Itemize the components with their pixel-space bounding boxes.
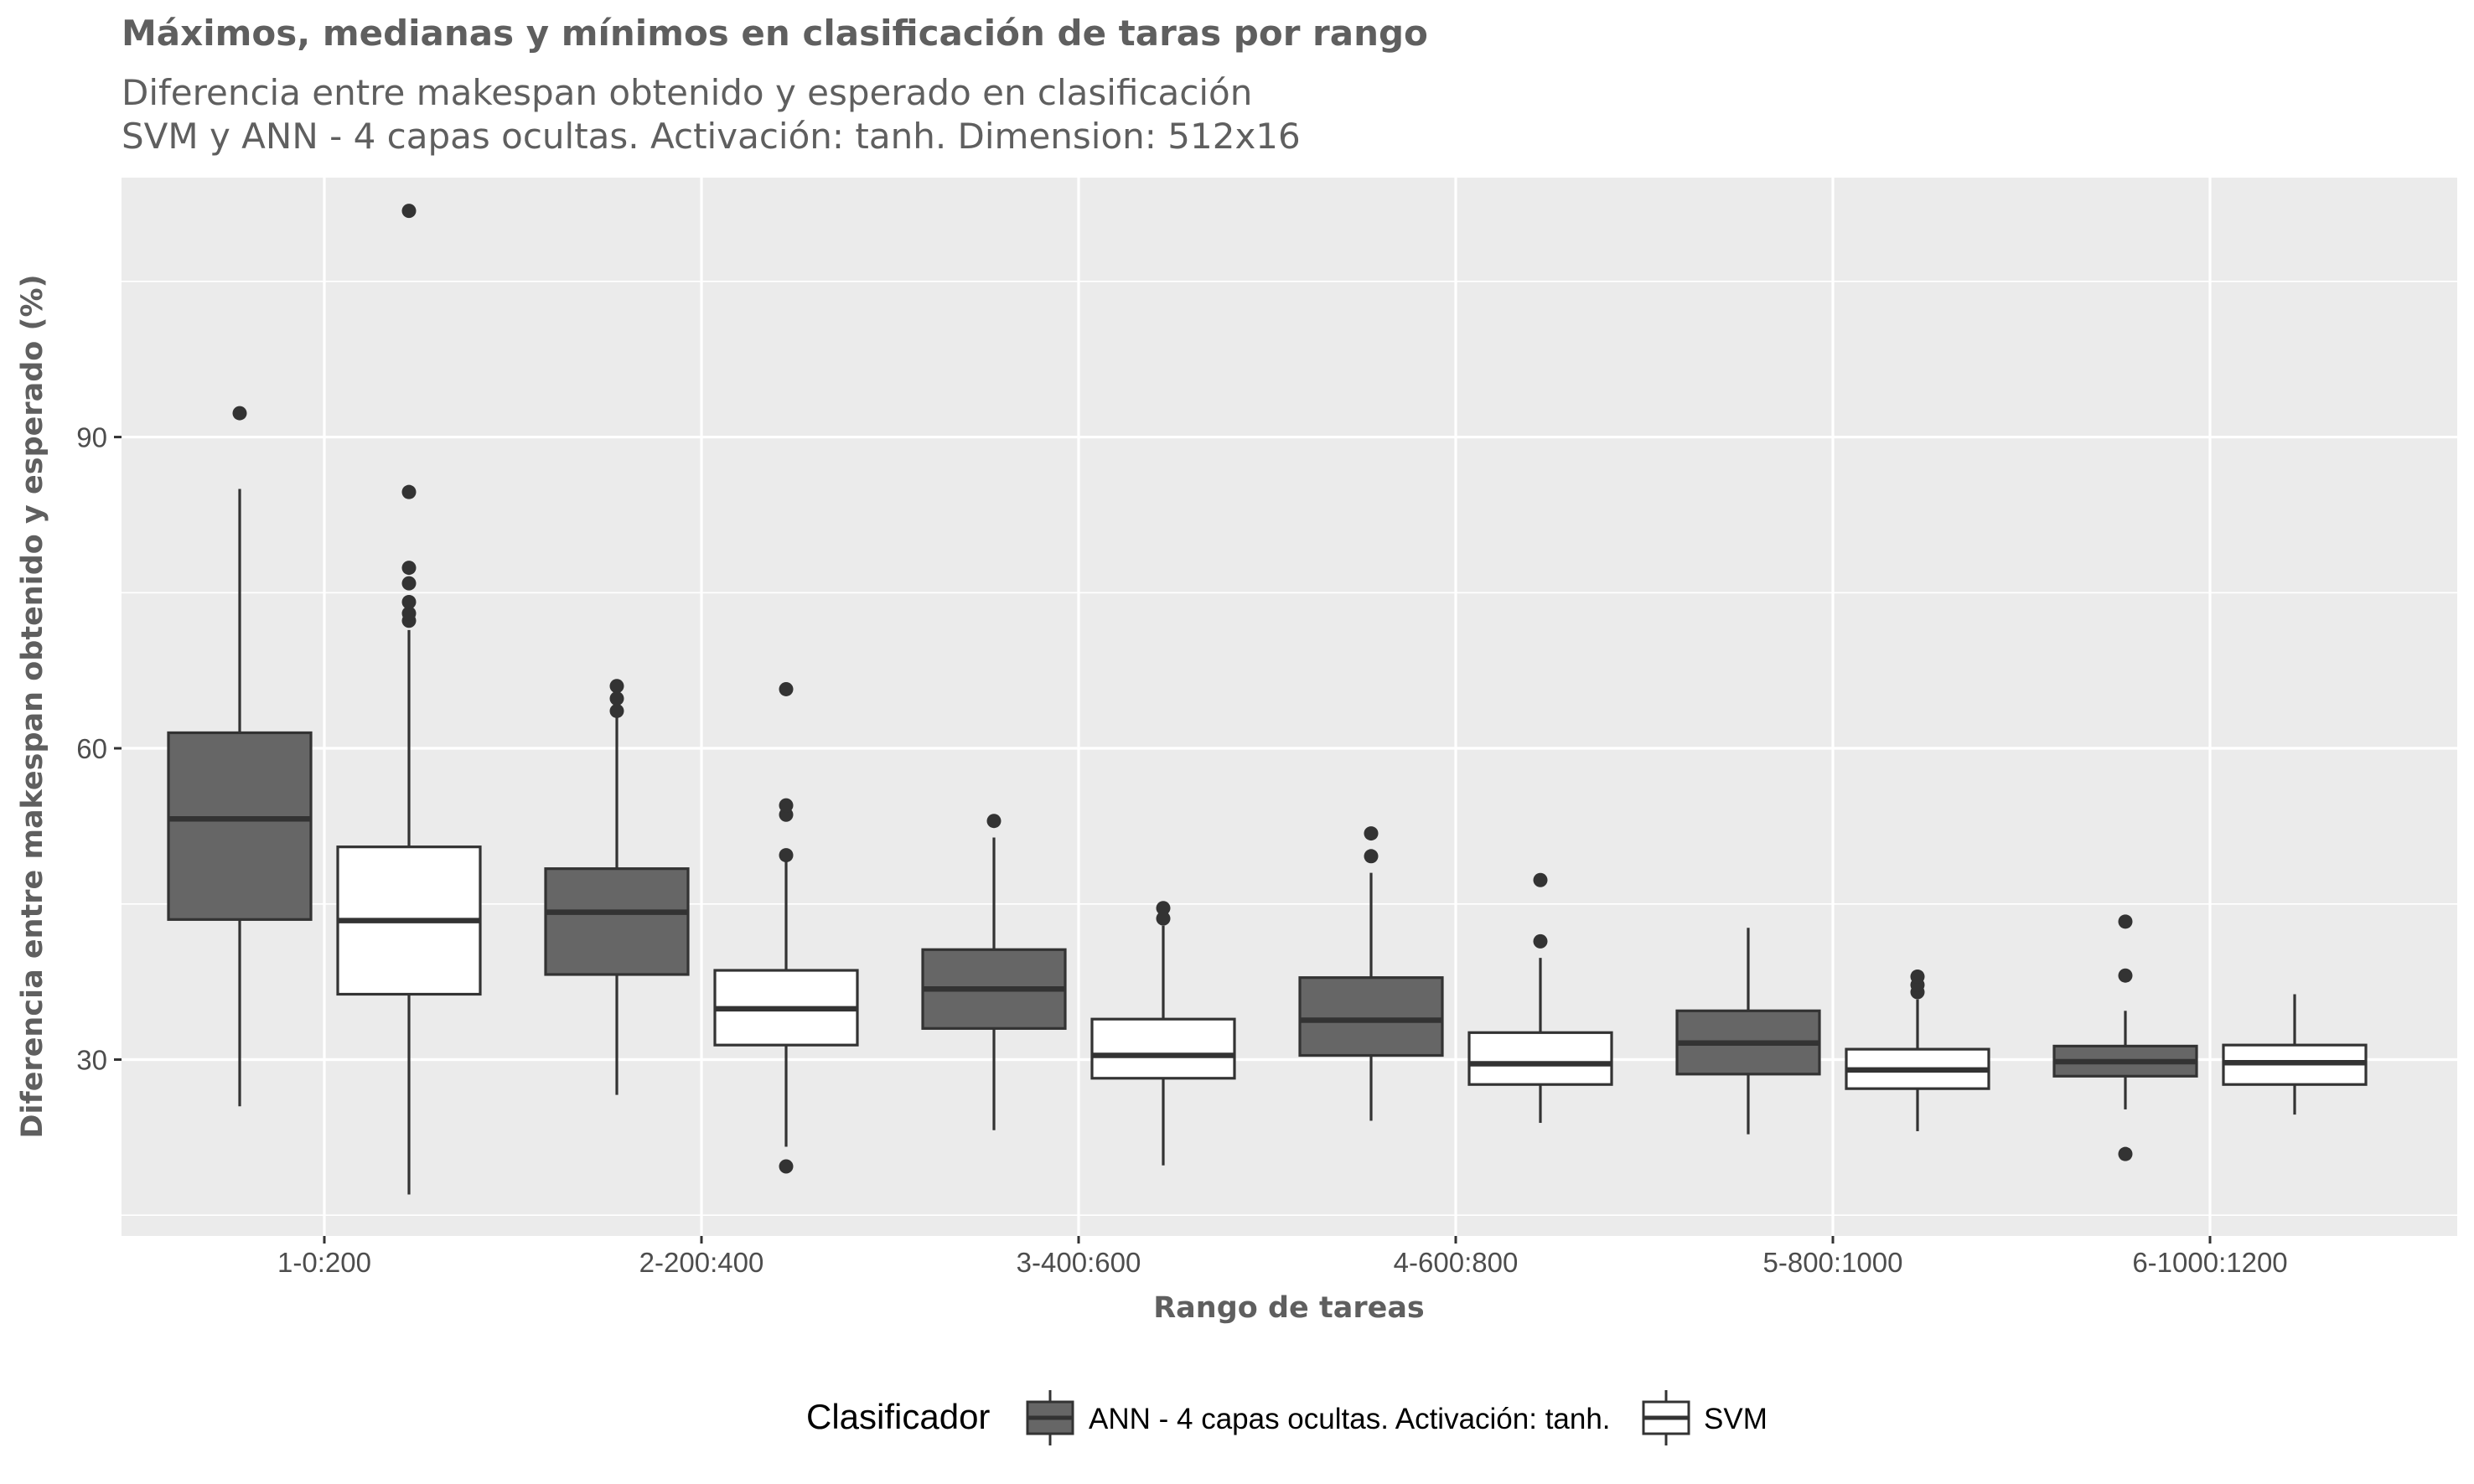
outlier-point xyxy=(1364,826,1379,841)
x-axis-title: Rango de tareas xyxy=(1153,1291,1425,1325)
box-0-3 xyxy=(1298,826,1444,1121)
outlier-point xyxy=(1156,901,1171,916)
legend-label-svm: SVM xyxy=(1704,1403,1768,1435)
box-body xyxy=(1090,1017,1236,1080)
box-body xyxy=(1298,976,1444,1057)
outlier-point xyxy=(2118,914,2133,929)
legend: Clasificador ANN - 4 capas ocultas. Acti… xyxy=(806,1390,1768,1445)
box-body xyxy=(544,867,690,976)
x-tick-label: 2-200:400 xyxy=(639,1247,764,1278)
box-1-0 xyxy=(336,204,482,1195)
outlier-point xyxy=(2118,968,2133,983)
legend-item-ann: ANN - 4 capas ocultas. Activación: tanh. xyxy=(1026,1390,1611,1445)
box-body xyxy=(1467,1031,1613,1086)
box-1-5 xyxy=(2222,994,2368,1115)
x-tick-label: 6-1000:1200 xyxy=(2132,1247,2287,1278)
outlier-point xyxy=(779,848,794,863)
outlier-point xyxy=(401,484,417,499)
outlier-point xyxy=(1156,911,1171,926)
box-0-1 xyxy=(544,679,690,1095)
outlier-point xyxy=(1364,849,1379,864)
outlier-point xyxy=(609,679,624,694)
chart-title: Máximos, medianas y mínimos en clasifica… xyxy=(122,13,1428,54)
box-0-5 xyxy=(2052,914,2198,1161)
x-tick-label: 3-400:600 xyxy=(1017,1247,1141,1278)
box-0-4 xyxy=(1675,928,1821,1135)
box-1-2 xyxy=(1090,901,1236,1166)
outlier-point xyxy=(401,576,417,591)
y-tick-label: 30 xyxy=(76,1045,107,1076)
outlier-point xyxy=(401,561,417,576)
outlier-point xyxy=(1533,933,1548,949)
outlier-point xyxy=(401,594,417,609)
legend-label-ann: ANN - 4 capas ocultas. Activación: tanh. xyxy=(1089,1403,1611,1435)
outlier-point xyxy=(986,814,1002,829)
chart-subtitle-line-2: SVM y ANN - 4 capas ocultas. Activación:… xyxy=(122,116,1301,157)
outlier-point xyxy=(779,681,794,696)
box-1-1 xyxy=(713,681,859,1174)
outlier-point xyxy=(779,1159,794,1174)
axes: 30 60 90 1-0:200 2-200:400 3-400:600 4-600:800… xyxy=(76,422,2287,1278)
box-0-0 xyxy=(167,406,313,1107)
box-layer xyxy=(167,204,2368,1195)
outlier-point xyxy=(401,606,417,621)
outlier-point xyxy=(779,798,794,813)
box-0-2 xyxy=(921,814,1067,1130)
y-tick-label: 60 xyxy=(76,733,107,764)
grid-lines xyxy=(122,178,2457,1236)
legend-item-svm: SVM xyxy=(1642,1390,1768,1445)
y-axis-title: Diferencia entre makespan obtenido y esp… xyxy=(16,274,49,1138)
outlier-point xyxy=(609,703,624,718)
y-tick-label: 90 xyxy=(76,422,107,453)
x-tick-label: 4-600:800 xyxy=(1394,1247,1519,1278)
x-tick-label: 1-0:200 xyxy=(277,1247,371,1278)
outlier-point xyxy=(1533,872,1548,887)
outlier-point xyxy=(1910,969,1925,984)
x-tick-label: 5-800:1000 xyxy=(1763,1247,1903,1278)
outlier-point xyxy=(609,691,624,706)
outlier-point xyxy=(232,406,247,421)
legend-title: Clasificador xyxy=(806,1397,990,1436)
outlier-point xyxy=(2118,1146,2133,1161)
box-1-4 xyxy=(1845,969,1990,1131)
box-body xyxy=(167,731,313,921)
box-1-3 xyxy=(1467,872,1613,1124)
outlier-point xyxy=(401,204,417,219)
chart-subtitle-line-1: Diferencia entre makespan obtenido y esp… xyxy=(122,72,1252,113)
